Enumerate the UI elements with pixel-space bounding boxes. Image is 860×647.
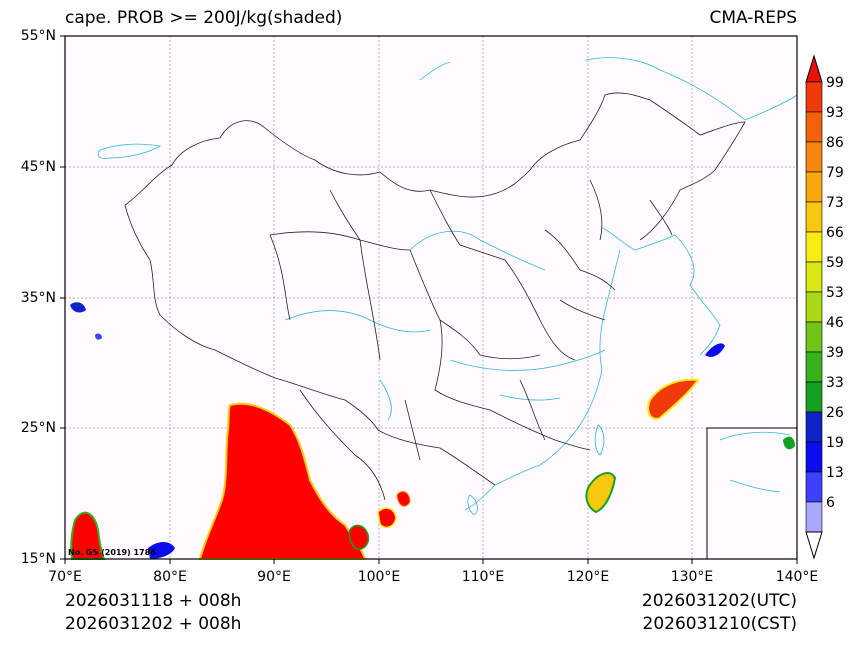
init-time-cst: 2026031202 + 008h xyxy=(65,614,242,634)
colorbar-extend-min xyxy=(805,531,823,560)
valid-time-cst: 2026031210(CST) xyxy=(642,614,797,634)
colorbar xyxy=(805,54,823,560)
coastlines-rivers xyxy=(97,57,798,516)
colorbar-label: 93 xyxy=(826,105,844,121)
colorbar-label: 59 xyxy=(826,255,844,271)
lat-label: 15°N xyxy=(20,551,56,567)
colorbar-segment xyxy=(805,81,823,113)
colorbar-extend-max xyxy=(805,54,823,83)
colorbar-label: 73 xyxy=(826,195,844,211)
colorbar-label: 99 xyxy=(826,75,844,91)
plot-area xyxy=(65,36,797,559)
lat-label: 25°N xyxy=(20,420,56,436)
init-time-utc: 2026031118 + 008h xyxy=(65,591,242,611)
colorbar-label: 19 xyxy=(826,435,844,451)
colorbar-label: 6 xyxy=(826,495,835,511)
map-approval-note: No. GS (2019) 1786 xyxy=(68,548,156,557)
colorbar-segment xyxy=(805,321,823,353)
model-name: CMA-REPS xyxy=(709,8,797,28)
lat-label: 35°N xyxy=(20,290,56,306)
lon-label: 100°E xyxy=(357,569,401,585)
colorbar-label: 13 xyxy=(826,465,844,481)
colorbar-label: 46 xyxy=(826,315,844,331)
colorbar-segment xyxy=(805,261,823,293)
colorbar-label: 53 xyxy=(826,285,844,301)
lon-label: 110°E xyxy=(461,569,505,585)
colorbar-label: 33 xyxy=(826,375,844,391)
lon-label: 70°E xyxy=(48,569,82,585)
colorbar-segment xyxy=(805,441,823,473)
colorbar-segment xyxy=(805,201,823,233)
lat-label: 55°N xyxy=(20,28,56,44)
lat-label: 45°N xyxy=(20,159,56,175)
colorbar-label: 26 xyxy=(826,405,844,421)
tick-marks xyxy=(60,35,798,564)
lon-label: 120°E xyxy=(566,569,610,585)
gridlines xyxy=(65,36,797,559)
lon-label: 90°E xyxy=(257,569,291,585)
colorbar-label: 66 xyxy=(826,225,844,241)
colorbar-segment xyxy=(805,111,823,143)
colorbar-segment xyxy=(805,141,823,173)
colorbar-segment xyxy=(805,231,823,263)
colorbar-label: 39 xyxy=(826,345,844,361)
chart-title: cape. PROB >= 200J/kg(shaded) xyxy=(65,8,343,28)
colorbar-segment xyxy=(805,501,823,533)
colorbar-segment xyxy=(805,471,823,503)
colorbar-segment xyxy=(805,351,823,383)
valid-time-utc: 2026031202(UTC) xyxy=(641,591,797,611)
borders xyxy=(124,92,746,501)
cape-probability-shading xyxy=(70,302,795,560)
colorbar-segment xyxy=(805,171,823,203)
colorbar-segment xyxy=(805,411,823,443)
lon-label: 80°E xyxy=(153,569,187,585)
lon-label: 140°E xyxy=(775,569,819,585)
lon-label: 130°E xyxy=(670,569,714,585)
colorbar-label: 79 xyxy=(826,165,844,181)
colorbar-segment xyxy=(805,291,823,323)
colorbar-segment xyxy=(805,381,823,413)
colorbar-label: 86 xyxy=(826,135,844,151)
